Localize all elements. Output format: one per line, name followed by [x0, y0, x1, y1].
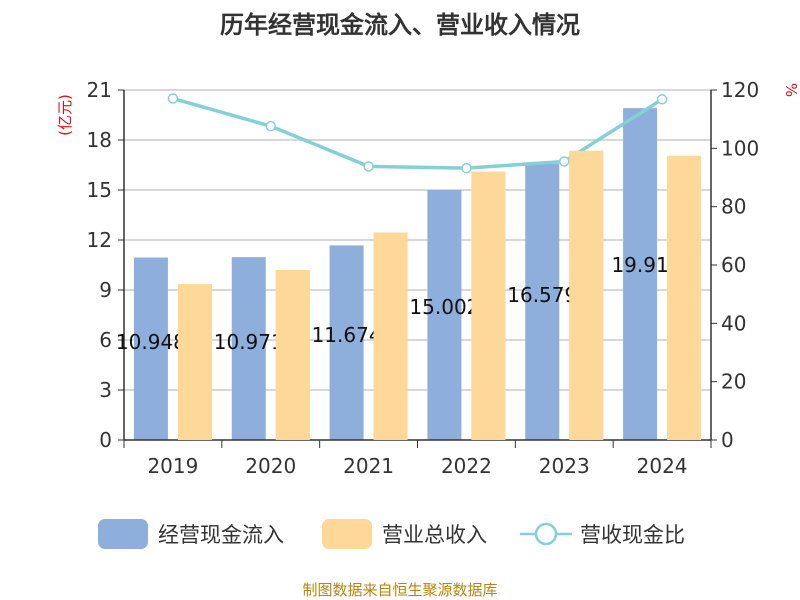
ratio-point [559, 156, 570, 167]
x-tick-label: 2019 [147, 454, 198, 478]
cash-inflow-bar [329, 245, 364, 440]
legend-label: 营业总收入 [382, 523, 487, 547]
left-tick-label: 9 [99, 278, 112, 302]
ratio-point [461, 162, 472, 174]
left-tick-label: 12 [87, 228, 112, 252]
cash-inflow-data-label: 19.91 [611, 253, 668, 277]
revenue-bar-overlay [177, 284, 212, 440]
cash-inflow-data-label: 11.674 [312, 323, 382, 347]
x-tick-label: 2020 [245, 454, 296, 478]
ratio-point [167, 93, 179, 104]
right-tick-label: 80 [721, 195, 746, 219]
left-tick-label: 3 [99, 378, 112, 402]
legend-swatch [98, 519, 148, 549]
legend-marker-icon [534, 522, 558, 546]
x-tick-label: 2024 [637, 454, 688, 478]
ratio-point [363, 161, 374, 172]
right-tick-label: 60 [721, 253, 746, 277]
revenue-bar-overlay [569, 150, 604, 441]
right-tick-label: 100 [721, 136, 759, 160]
ratio-point [265, 120, 276, 132]
cash-inflow-bar [525, 163, 560, 440]
legend-ratio[interactable]: 营收现金比 [520, 522, 685, 547]
cash-inflow-bar [231, 257, 266, 440]
revenue-bar-overlay [471, 171, 506, 440]
cash-inflow-data-label: 16.579 [507, 283, 577, 307]
left-tick-label: 18 [87, 128, 112, 152]
revenue-bar-overlay [373, 232, 408, 440]
left-tick-label: 21 [87, 78, 112, 102]
legend-cash-inflow[interactable]: 经营现金流入 [98, 519, 284, 549]
legend-swatch [322, 519, 372, 549]
cash-inflow-bar [427, 189, 462, 440]
cash-inflow-data-label: 15.002 [409, 295, 479, 319]
cash-inflow-bar [623, 108, 658, 441]
x-tick-label: 2022 [441, 454, 492, 478]
left-axis-unit: (亿元) [56, 94, 74, 136]
legend-label: 经营现金流入 [158, 523, 284, 547]
x-tick-label: 2021 [343, 454, 394, 478]
legend-label: 营收现金比 [580, 523, 685, 547]
right-tick-label: 20 [721, 370, 746, 394]
left-tick-label: 0 [99, 428, 112, 452]
axes: 0 3 6 9 12 15 18 21 0 20 40 60 80 100 120 2019 2020 2021 2… [87, 78, 760, 478]
data-labels: 10.948 10.971 11.674 15.002 16.579 19.91 [116, 150, 702, 441]
right-axis-unit: % [782, 83, 800, 97]
left-tick-label: 6 [99, 328, 112, 352]
right-tick-label: 120 [721, 78, 759, 102]
chart-title: 历年经营现金流入、营业收入情况 [220, 11, 580, 39]
revenue-bar-overlay [275, 270, 310, 440]
cash-inflow-bar [133, 257, 168, 440]
x-tick-label: 2023 [539, 454, 590, 478]
right-tick-label: 0 [721, 428, 734, 452]
legend-revenue[interactable]: 营业总收入 [322, 519, 487, 549]
ratio-point [656, 94, 668, 105]
right-tick-label: 40 [721, 311, 746, 335]
grid [124, 89, 711, 391]
cash-inflow-data-label: 10.971 [214, 330, 284, 354]
left-tick-label: 15 [87, 178, 112, 202]
cash-inflow-data-label: 10.948 [116, 330, 186, 354]
source-note: 制图数据来自恒生聚源数据库 [302, 581, 497, 599]
revenue-bar-overlay [667, 155, 702, 441]
legend[interactable]: 经营现金流入 营业总收入 营收现金比 [98, 519, 685, 549]
